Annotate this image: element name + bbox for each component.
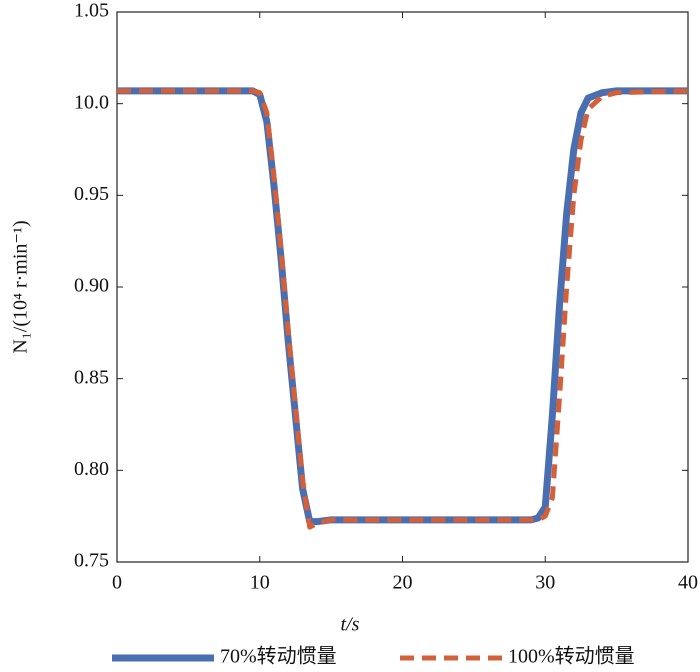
y-tick-label: 0.80 [74,458,109,480]
x-tick-label: 40 [678,572,698,594]
y-tick-label: 10.0 [74,91,109,113]
x-axis-label: t/s [341,614,360,636]
x-tick-label: 0 [112,572,122,594]
legend-label: 70%转动惯量 [220,645,337,668]
y-tick-label: 1.05 [74,0,109,22]
x-tick-label: 10 [250,572,270,594]
x-tick-label: 20 [393,572,413,594]
x-tick-label: 30 [535,572,555,594]
y-tick-label: 0.75 [74,550,109,572]
y-axis-label: N₁/(10⁴ r·min⁻¹) [10,220,32,353]
y-tick-label: 0.85 [74,366,109,388]
y-tick-label: 0.95 [74,183,109,205]
series-line [117,87,688,526]
legend-label: 100%转动惯量 [508,645,635,668]
series-line [117,88,689,530]
y-tick-label: 0.90 [74,275,109,297]
